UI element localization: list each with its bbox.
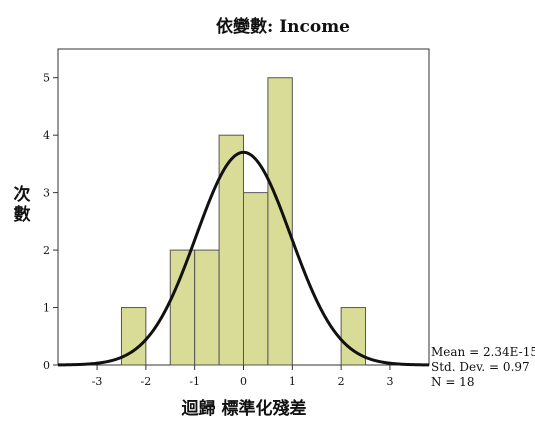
x-tick-label: -1 <box>189 375 200 388</box>
y-tick-label: 3 <box>43 187 50 200</box>
y-axis-label-char: 數 <box>14 204 31 225</box>
stat-n: N = 18 <box>431 375 474 389</box>
y-tick-label: 2 <box>43 244 50 257</box>
y-tick-label: 5 <box>43 72 50 85</box>
normal-curve <box>57 150 430 367</box>
bars-group <box>120 77 367 366</box>
x-tick-label: -3 <box>92 375 103 388</box>
stat-std: Std. Dev. = 0.97 <box>431 360 530 374</box>
y-tick-label: 0 <box>43 359 50 372</box>
histogram-bar <box>169 249 196 366</box>
x-tick-label: -2 <box>141 375 152 388</box>
stat-mean: Mean = 2.34E-15 <box>431 345 535 359</box>
x-tick-label: 2 <box>338 375 345 388</box>
y-ticks: 0 1 2 3 4 5 <box>43 72 58 372</box>
y-axis-label: 次數 <box>14 184 31 225</box>
histogram-bar <box>267 77 293 366</box>
x-tick-label: 0 <box>240 375 247 388</box>
x-tick-label: 3 <box>386 375 393 388</box>
histogram-bar <box>243 192 269 366</box>
y-tick-label: 4 <box>43 129 50 142</box>
y-axis-label-char: 次 <box>14 184 31 205</box>
x-ticks: -3 -2 -1 0 1 2 3 <box>92 365 393 388</box>
x-axis-label: 迴歸 標準化殘差 <box>182 398 307 419</box>
x-tick-label: 1 <box>289 375 296 388</box>
histogram-bar <box>194 249 220 366</box>
y-tick-label: 1 <box>43 302 50 315</box>
chart-title: 依變數: Income <box>216 16 350 37</box>
